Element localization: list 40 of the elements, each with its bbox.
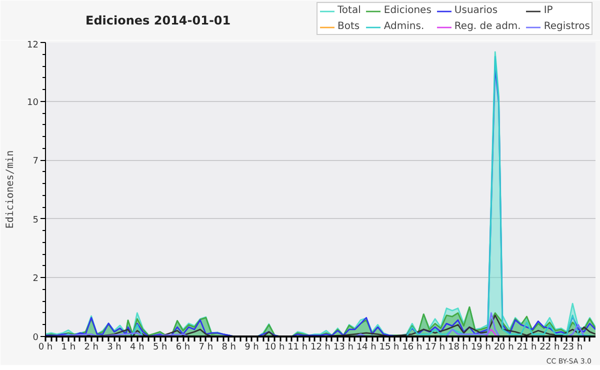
y-tick-label: 5	[32, 215, 39, 226]
x-tick-label: 19 h	[470, 342, 491, 352]
x-tick-label: 15 h	[379, 342, 400, 352]
x-tick-label: 7 h	[198, 342, 214, 352]
x-tick-label: 1 h	[61, 342, 76, 352]
y-tick-label: 2	[32, 274, 39, 284]
legend-label: Admins.	[384, 21, 424, 32]
x-tick-label: 14 h	[356, 342, 376, 352]
x-tick-label: 2 h	[84, 342, 98, 352]
legend-label: IP	[544, 5, 554, 16]
y-tick-label: 10	[27, 98, 39, 108]
x-tick-label: 16 h	[402, 342, 422, 352]
x-tick-label: 5 h	[152, 342, 168, 352]
x-tick-label: 12 h	[310, 342, 331, 352]
legend-label: Total	[338, 5, 361, 16]
legend-label: Usuarios	[454, 5, 498, 16]
x-tick-label: 10 h	[264, 342, 285, 352]
legend-label: Ediciones	[384, 5, 432, 16]
legend-label: Reg. de adm.	[454, 21, 521, 32]
x-tick-label: 4 h	[130, 342, 144, 352]
x-tick-label: 23 h	[562, 342, 583, 352]
x-tick-label: 9 h	[244, 342, 259, 352]
x-tick-label: 6 h	[176, 342, 190, 352]
chart-title: Ediciones 2014-01-01	[86, 14, 231, 28]
y-tick-label: 7	[32, 156, 39, 167]
x-tick-label: 20 h	[494, 342, 514, 352]
legend-label: Bots	[338, 21, 360, 32]
y-axis-title: Ediciones/min	[5, 150, 16, 229]
legend-label: Registros	[544, 21, 590, 32]
y-tick-label: 12	[27, 40, 38, 50]
y-tick-label: 0	[32, 333, 39, 343]
x-tick-label: 0 h	[38, 342, 53, 352]
x-tick-label: 22 h	[540, 342, 560, 352]
x-tick-label: 21 h	[516, 342, 537, 352]
x-tick-label: 18 h	[448, 342, 468, 352]
x-tick-label: 8 h	[222, 342, 236, 352]
x-tick-label: 11 h	[288, 342, 308, 352]
x-tick-label: 3 h	[107, 342, 122, 352]
x-tick-label: 17 h	[425, 342, 446, 352]
x-tick-label: 13 h	[333, 342, 354, 352]
